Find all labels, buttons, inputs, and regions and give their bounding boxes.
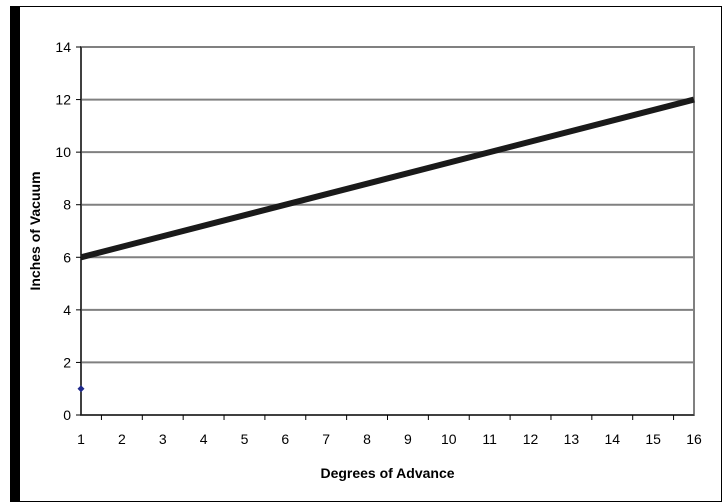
y-tick-label-8: 8 bbox=[63, 197, 71, 213]
y-tick-label-10: 10 bbox=[55, 144, 71, 160]
series bbox=[77, 96, 695, 393]
x-tick-label-16: 16 bbox=[686, 431, 702, 447]
gridlines bbox=[81, 46, 694, 364]
x-tick-label-4: 4 bbox=[200, 431, 208, 447]
x-tick-label-10: 10 bbox=[441, 431, 457, 447]
x-axis-title: Degrees of Advance bbox=[320, 465, 454, 481]
y-tick-labels: 0 2 4 6 8 10 12 14 bbox=[55, 39, 71, 423]
x-tick-label-13: 13 bbox=[564, 431, 580, 447]
y-tick-label-14: 14 bbox=[55, 39, 71, 55]
data-point-marker-0 bbox=[77, 385, 85, 393]
x-tick-label-5: 5 bbox=[241, 431, 249, 447]
x-tick-labels: 1 2 3 4 5 6 7 8 9 10 11 12 13 14 15 16 bbox=[77, 431, 702, 447]
x-tick-label-12: 12 bbox=[523, 431, 539, 447]
x-tick-label-1: 1 bbox=[77, 431, 85, 447]
axes bbox=[76, 46, 694, 420]
x-tick-label-11: 11 bbox=[482, 431, 497, 447]
x-tick-label-3: 3 bbox=[159, 431, 167, 447]
y-axis-title: Inches of Vacuum bbox=[27, 171, 43, 290]
y-tick-label-6: 6 bbox=[63, 249, 71, 265]
x-tick-label-9: 9 bbox=[404, 431, 412, 447]
y-tick-label-2: 2 bbox=[63, 354, 71, 370]
series-line-0 bbox=[80, 96, 695, 261]
y-tick-label-0: 0 bbox=[63, 407, 71, 423]
x-tick-label-14: 14 bbox=[604, 431, 620, 447]
x-tick-label-7: 7 bbox=[322, 431, 330, 447]
x-tick-label-8: 8 bbox=[363, 431, 371, 447]
x-tick-label-6: 6 bbox=[281, 431, 289, 447]
chart-frame bbox=[10, 6, 722, 502]
y-tick-label-4: 4 bbox=[63, 302, 71, 318]
x-tick-label-15: 15 bbox=[645, 431, 661, 447]
x-tick-label-2: 2 bbox=[118, 431, 126, 447]
y-tick-label-12: 12 bbox=[55, 92, 71, 108]
